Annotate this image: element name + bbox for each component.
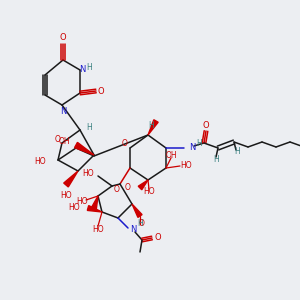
Text: O: O: [60, 34, 66, 43]
Text: O: O: [125, 182, 131, 191]
Text: H: H: [137, 220, 143, 229]
Text: H: H: [196, 139, 202, 148]
Text: HO: HO: [92, 226, 104, 235]
Polygon shape: [132, 204, 142, 218]
Text: H: H: [213, 154, 219, 164]
Polygon shape: [74, 142, 94, 155]
Polygon shape: [64, 171, 78, 187]
Text: O: O: [114, 185, 120, 194]
Text: O: O: [155, 233, 161, 242]
Polygon shape: [138, 180, 148, 190]
Text: N: N: [189, 143, 195, 152]
Text: O: O: [98, 86, 104, 95]
Polygon shape: [148, 120, 158, 135]
Text: O: O: [55, 134, 61, 143]
Text: O: O: [139, 220, 145, 229]
Text: HO: HO: [76, 196, 88, 206]
Text: H: H: [148, 121, 154, 130]
Text: O: O: [122, 139, 128, 148]
Text: HO: HO: [34, 158, 46, 166]
Text: HO: HO: [60, 190, 72, 200]
Text: N: N: [79, 64, 85, 74]
Text: H: H: [234, 146, 240, 155]
Text: H: H: [86, 124, 92, 133]
Text: HO: HO: [180, 160, 192, 169]
Polygon shape: [92, 196, 98, 209]
Text: O: O: [203, 122, 209, 130]
Text: N: N: [60, 107, 66, 116]
Text: OH: OH: [58, 137, 70, 146]
Text: HO: HO: [143, 188, 155, 196]
Text: OH: OH: [165, 151, 177, 160]
Text: HO: HO: [82, 169, 94, 178]
Text: HO: HO: [68, 203, 80, 212]
Text: H: H: [86, 62, 92, 71]
Polygon shape: [87, 206, 102, 212]
Text: N: N: [130, 226, 136, 235]
